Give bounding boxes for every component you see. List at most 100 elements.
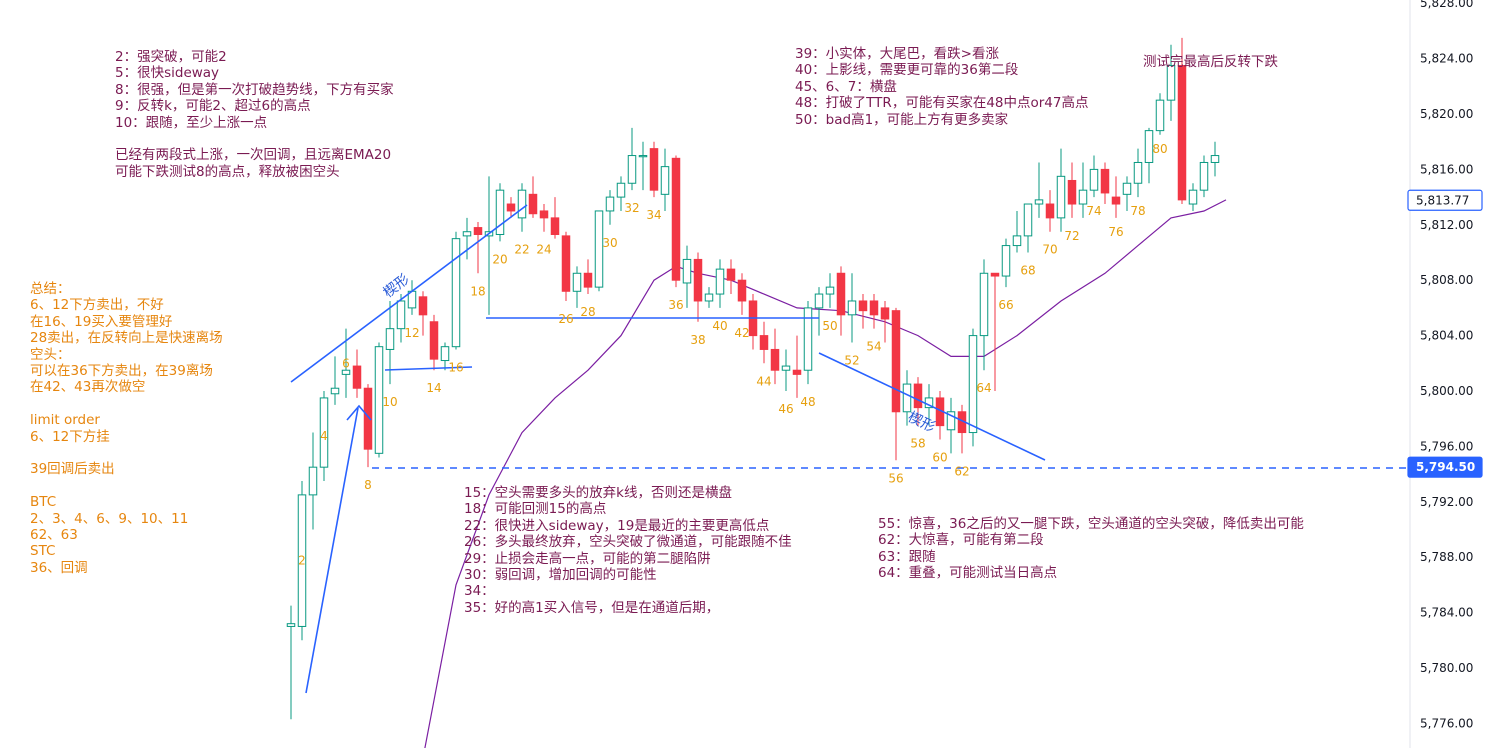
bar-number-label: 26 [558, 312, 573, 326]
note-bottom-middle-line: 29：止损会走高一点，可能的第二腿陷阱 [464, 550, 711, 567]
candle-body [451, 238, 461, 348]
candle-body [605, 196, 615, 212]
bar-number-label: 48 [800, 395, 815, 409]
candle-body [1045, 203, 1055, 219]
bar-number-label: 74 [1086, 204, 1101, 218]
note-top-right-line: 39：小实体，大尾巴，看跌>看涨 [795, 46, 999, 62]
bar-number-label: 22 [514, 243, 529, 257]
bar-number-label: 62 [954, 464, 969, 478]
candle-body [847, 300, 857, 316]
candle-body [891, 310, 901, 413]
bar-number-label: 78 [1130, 204, 1145, 218]
price-axis[interactable]: 5,776.00 5,780.00 5,784.00 5,788.00 5,792.00… [1407, 0, 1483, 730]
candle-body [715, 268, 725, 295]
bar-number-label: 10 [382, 395, 397, 409]
ema20-path [424, 199, 1227, 748]
candle-body [1155, 99, 1165, 132]
note-summary-line: 在42、43再次做空 [30, 379, 146, 396]
candle-body [1199, 161, 1209, 191]
bar-number-label: 52 [844, 354, 859, 368]
candle-body [902, 383, 912, 413]
candle-body [418, 296, 428, 316]
y-tick-label: 5,820.00 [1420, 107, 1473, 121]
candle-body [616, 182, 626, 198]
note-top-left-line [115, 131, 394, 147]
candle-body [1177, 65, 1187, 201]
bar-number-label: 40 [712, 319, 727, 333]
candle-body [913, 383, 923, 409]
candle-body [704, 293, 714, 302]
candle-body [1067, 179, 1077, 205]
micro-channel-line [384, 366, 473, 371]
candle-body [352, 365, 362, 389]
bar-number-label: 68 [1020, 264, 1035, 278]
ema20-line [424, 199, 1227, 748]
candle-body [297, 494, 307, 627]
candle-body [627, 155, 637, 184]
bar-number-label: 42 [734, 326, 749, 340]
candle-body [1001, 245, 1011, 277]
candle-body [1089, 168, 1099, 191]
note-summary-line: limit order [30, 412, 100, 429]
candle-body [660, 166, 670, 195]
candles [286, 37, 1220, 720]
bar-number-label: 32 [624, 201, 639, 215]
bar-number-label: 76 [1108, 225, 1123, 239]
note-top-left-line: 可能下跌测试8的高点，释放被困空头 [115, 163, 340, 180]
bar-number-label: 38 [690, 333, 705, 347]
note-bottom-middle-line: 35：好的高1买入信号，但是在通道后期， [464, 599, 720, 616]
candle-body [1078, 189, 1088, 205]
y-tick-label: 5,792.00 [1420, 495, 1473, 509]
bar-number-label: 20 [492, 252, 507, 266]
candle-body [539, 210, 549, 219]
bar-number-label: 70 [1042, 243, 1057, 257]
price-label-text: 5,813.77 [1416, 193, 1469, 207]
y-tick-label: 5,824.00 [1420, 52, 1473, 66]
candle-body [495, 189, 505, 235]
note-summary-line: STC [30, 543, 56, 560]
candle-body [286, 623, 296, 627]
candle-body [1100, 168, 1110, 194]
note-summary-line: 总结： [30, 281, 71, 297]
notes-bottom-right: 55：惊喜，36之后的又一腿下跌，空头通道的空头突破，降低卖出可能 62：大惊喜，… [878, 516, 1304, 582]
candle-body [506, 203, 516, 212]
bar-number-label: 80 [1152, 142, 1167, 156]
candle-body [1111, 196, 1121, 205]
candle-body [836, 272, 846, 316]
candle-body [473, 227, 483, 235]
candle-body [1166, 65, 1176, 101]
note-top-left-line: 9：反转k，可能2、超过6的高点 [115, 98, 311, 115]
note-summary-line: 36、回调 [30, 559, 88, 576]
note-bottom-right-line: 62：大惊喜，可能有第二段 [878, 532, 1044, 549]
candle-body [649, 148, 659, 191]
candle-body [341, 369, 351, 375]
candle-body [594, 210, 604, 288]
bar-number-label: 56 [888, 471, 903, 485]
candle-body [385, 328, 395, 350]
price-label-text: 5,794.50 [1416, 460, 1475, 474]
note-bottom-right-line: 63：跟随 [878, 548, 936, 565]
y-tick-label: 5,800.00 [1420, 384, 1473, 398]
candle-body [693, 258, 703, 302]
bar-number-label: 30 [602, 236, 617, 250]
candle-body [308, 466, 318, 496]
candle-body [561, 235, 571, 292]
wedge-label-upper: 楔形 [381, 271, 413, 301]
candle-body [1056, 175, 1066, 219]
note-top-right-line: 50：bad高1，可能上方有更多卖家 [795, 111, 1009, 128]
bar-number-label: 28 [580, 305, 595, 319]
bar-number-label: 8 [364, 478, 372, 492]
bar-number-label: 14 [426, 381, 441, 395]
bar-number-label: 16 [448, 360, 463, 374]
candle-body [737, 279, 747, 302]
candle-body [1188, 189, 1198, 205]
note-top-left-line: 8：很强，但是第一次打破趋势线，下方有买家 [115, 81, 394, 98]
bar-number-label: 72 [1064, 229, 1079, 243]
bar-number-label: 46 [778, 402, 793, 416]
bar-number-label: 58 [910, 437, 925, 451]
note-bottom-middle-line: 30：弱回调，增加回调的可能性 [464, 567, 657, 584]
candle-body [803, 307, 813, 371]
